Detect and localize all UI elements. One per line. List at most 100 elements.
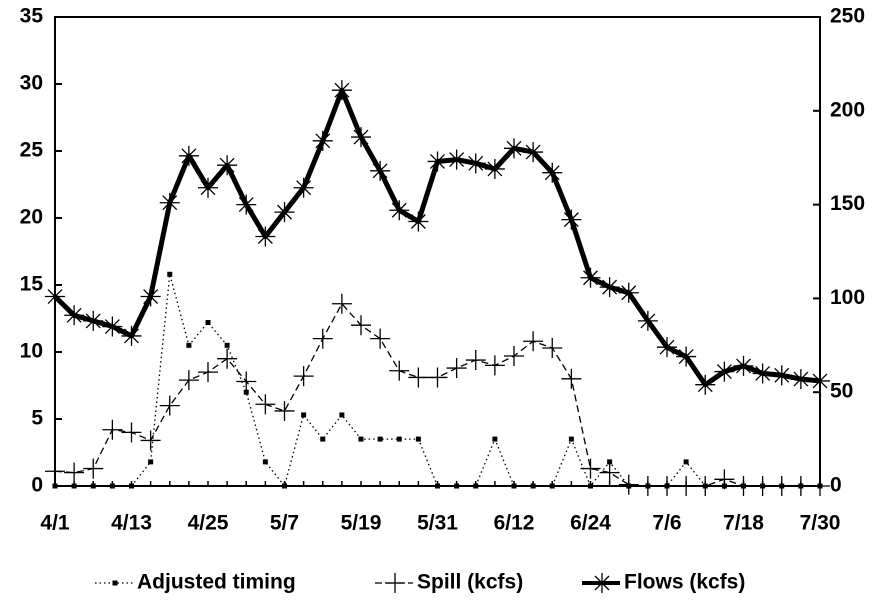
- marker-plus: [408, 367, 429, 388]
- marker-plus: [178, 370, 199, 391]
- marker-cross: [238, 197, 254, 213]
- legend-label: Flows (kcfs): [624, 571, 745, 594]
- marker: [186, 342, 192, 348]
- marker: [484, 158, 505, 179]
- marker: [198, 362, 218, 383]
- marker: [377, 436, 383, 442]
- marker: [293, 177, 314, 198]
- marker-cross: [315, 133, 331, 149]
- marker: [148, 459, 154, 465]
- marker: [121, 325, 142, 346]
- marker: [217, 348, 238, 369]
- marker: [370, 328, 391, 349]
- marker: [112, 580, 118, 586]
- marker-plus: [618, 474, 639, 495]
- marker-square: [109, 483, 115, 489]
- marker-plus: [331, 293, 352, 314]
- marker: [83, 310, 104, 331]
- marker-square: [129, 483, 134, 489]
- marker: [427, 367, 448, 388]
- marker-cross: [659, 339, 675, 355]
- marker-cross: [257, 229, 273, 244]
- marker: [331, 293, 352, 314]
- marker-square: [588, 483, 593, 489]
- marker-square: [262, 459, 268, 465]
- marker: [752, 476, 773, 496]
- marker-square: [301, 412, 307, 418]
- marker: [415, 436, 421, 442]
- x-tick-label: 5/19: [341, 512, 382, 535]
- marker-square: [568, 436, 574, 442]
- marker-square: [148, 459, 154, 465]
- marker-cross: [716, 364, 732, 380]
- marker-plus: [312, 328, 333, 349]
- marker: [274, 400, 295, 421]
- marker: [580, 458, 601, 479]
- marker-square: [358, 436, 364, 442]
- marker: [217, 155, 238, 176]
- marker: [83, 458, 104, 479]
- marker-plus: [293, 366, 314, 387]
- marker: [714, 361, 735, 382]
- marker: [102, 419, 123, 440]
- legend-label: Adjusted timing: [137, 571, 296, 594]
- marker: [637, 310, 658, 331]
- marker-square: [52, 483, 58, 489]
- marker-square: [167, 271, 173, 277]
- x-tick-label: 4/25: [188, 512, 229, 535]
- plot-frame: [54, 16, 821, 487]
- legend-label: Spill (kcfs): [417, 571, 523, 594]
- marker-square: [683, 459, 689, 465]
- marker: [129, 483, 134, 489]
- marker: [408, 211, 429, 232]
- marker-square: [435, 483, 440, 489]
- marker-square: [339, 412, 345, 418]
- marker: [607, 459, 613, 465]
- x-tick-label: 5/31: [417, 512, 458, 535]
- marker-cross: [774, 367, 790, 383]
- marker-cross: [793, 371, 809, 387]
- marker-plus: [484, 355, 505, 376]
- marker: [771, 365, 792, 386]
- marker: [549, 483, 555, 489]
- marker-cross: [124, 328, 139, 344]
- marker-square: [205, 320, 211, 326]
- marker: [331, 80, 352, 101]
- marker-plus: [810, 476, 830, 496]
- marker: [435, 483, 440, 489]
- marker-square: [320, 436, 326, 442]
- marker-square: [396, 436, 402, 442]
- marker-cross: [85, 313, 101, 329]
- marker-cross: [353, 129, 369, 145]
- marker: [714, 469, 735, 490]
- marker: [312, 130, 333, 151]
- marker-square: [415, 436, 421, 442]
- marker-plus: [236, 371, 257, 392]
- marker-square: [377, 436, 383, 442]
- marker-plus: [637, 476, 658, 496]
- series-line: [54, 302, 820, 487]
- marker-plus: [657, 476, 677, 496]
- marker-cross: [697, 377, 713, 393]
- marker: [676, 476, 697, 496]
- marker-square: [607, 459, 613, 465]
- marker: [504, 346, 524, 367]
- marker-cross: [506, 140, 522, 156]
- marker: [52, 483, 58, 489]
- marker-square: [243, 389, 249, 395]
- marker-cross: [594, 575, 610, 591]
- marker-plus: [102, 419, 123, 440]
- marker: [389, 360, 410, 381]
- marker: [159, 192, 180, 213]
- x-tick-label: 5/7: [270, 512, 299, 535]
- marker-plus: [217, 348, 238, 369]
- marker-cross: [181, 148, 197, 164]
- y-tick-label: 30: [20, 72, 43, 95]
- marker: [752, 363, 773, 384]
- marker: [320, 436, 326, 442]
- marker-plus: [504, 346, 524, 367]
- marker-plus: [198, 362, 218, 383]
- marker-square: [473, 483, 479, 489]
- marker-plus: [351, 315, 371, 336]
